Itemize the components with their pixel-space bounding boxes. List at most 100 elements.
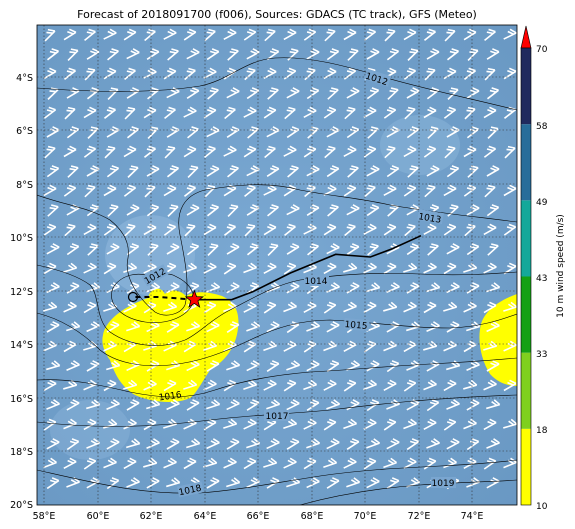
wind-barb bbox=[227, 48, 239, 61]
wind-barb bbox=[426, 165, 440, 177]
wind-barb bbox=[383, 340, 397, 352]
wind-barb bbox=[83, 106, 97, 119]
wind-barb bbox=[383, 223, 397, 236]
wind-barb bbox=[404, 106, 416, 120]
isobar-1016 bbox=[37, 357, 517, 398]
wind-barb bbox=[443, 418, 457, 431]
wind-barb bbox=[163, 28, 177, 40]
wind-barb bbox=[143, 106, 157, 119]
wind-barb bbox=[184, 223, 196, 237]
wind-barb bbox=[446, 399, 460, 410]
wind-barb bbox=[266, 477, 280, 489]
wind-barb bbox=[106, 243, 120, 255]
x-tick-label: 68°E bbox=[301, 511, 324, 522]
wind-barb bbox=[366, 438, 381, 449]
colorbar-tick-label: 33 bbox=[536, 350, 547, 360]
wind-barb bbox=[343, 184, 357, 197]
wind-barb bbox=[423, 28, 437, 41]
isobar-1018 bbox=[37, 459, 517, 494]
wind-barb bbox=[343, 28, 357, 41]
wind-barb bbox=[363, 223, 377, 235]
y-tick-label: 12°S bbox=[10, 287, 33, 298]
wind-barb bbox=[143, 301, 157, 314]
wind-barb bbox=[63, 28, 77, 41]
wind-barb bbox=[167, 48, 179, 61]
wind-barb bbox=[363, 145, 377, 158]
wind-barb bbox=[243, 301, 257, 313]
isobar-1015 bbox=[37, 312, 517, 366]
wind-barb bbox=[363, 418, 377, 430]
wind-barb bbox=[403, 28, 417, 41]
wind-barb bbox=[424, 67, 436, 81]
wind-barb bbox=[346, 282, 360, 294]
wind-barb bbox=[323, 379, 337, 391]
wind-barb bbox=[387, 87, 399, 100]
wind-barb bbox=[223, 223, 237, 236]
wind-barb bbox=[346, 126, 360, 139]
wind-barb bbox=[383, 262, 397, 275]
wind-barb bbox=[166, 438, 180, 450]
isobar-label: 1013 bbox=[418, 212, 442, 226]
wind-barb bbox=[246, 321, 261, 332]
wind-barb bbox=[103, 379, 117, 392]
wind-barb bbox=[483, 223, 497, 236]
observed-track-line bbox=[197, 234, 422, 301]
wind-barb bbox=[246, 282, 260, 295]
wind-barb bbox=[443, 106, 457, 119]
wind-barb bbox=[303, 223, 317, 235]
wind-barb bbox=[486, 87, 500, 100]
wind-barb bbox=[83, 223, 97, 236]
wind-barb bbox=[386, 438, 400, 450]
wind-barb bbox=[323, 301, 337, 314]
wind-barb bbox=[446, 126, 460, 138]
wind-barb bbox=[383, 457, 398, 469]
wind-barb bbox=[403, 418, 417, 430]
wind-barb bbox=[146, 165, 160, 177]
wind-barb bbox=[166, 282, 180, 294]
wind-barb bbox=[206, 477, 220, 489]
wind-barb bbox=[283, 145, 297, 157]
wind-barb bbox=[386, 399, 400, 410]
wind-barb bbox=[66, 360, 80, 371]
wind-barb bbox=[286, 438, 300, 450]
colorbar-tick-label: 58 bbox=[536, 122, 548, 132]
current-position-star bbox=[184, 289, 204, 308]
wind-barb bbox=[503, 28, 517, 40]
wind-barb bbox=[283, 301, 297, 313]
wind-barb bbox=[363, 379, 377, 391]
wind-barb bbox=[443, 340, 457, 352]
wind-barb bbox=[126, 321, 141, 332]
wind-barb bbox=[46, 360, 61, 371]
wind-barb bbox=[207, 87, 219, 100]
wind-barb bbox=[124, 67, 136, 81]
wind-barb bbox=[283, 457, 297, 469]
wind-barb bbox=[163, 67, 177, 80]
wind-barb bbox=[126, 243, 140, 256]
colorbar-band bbox=[521, 428, 531, 505]
wind-barb bbox=[344, 106, 356, 120]
wind-barb bbox=[443, 223, 457, 236]
x-tick-label: 70°E bbox=[354, 511, 377, 522]
wind-barb bbox=[203, 457, 218, 468]
y-tick-label: 6°S bbox=[16, 126, 33, 137]
wind-barb bbox=[386, 477, 400, 489]
wind-barb bbox=[503, 340, 517, 352]
wind-barb bbox=[303, 457, 317, 470]
wind-barb bbox=[303, 106, 317, 118]
y-axis-ticks: 4°S 6°S 8°S 10°S 12°S 14°S 16°S 18°S 20°… bbox=[10, 73, 33, 511]
wind-barb bbox=[106, 399, 120, 410]
wind-barb bbox=[206, 321, 220, 333]
wind-barb bbox=[223, 340, 237, 352]
wind-barb bbox=[186, 243, 200, 256]
wind-barb bbox=[363, 340, 377, 353]
wind-barb bbox=[144, 184, 156, 198]
wind-barb bbox=[323, 67, 337, 80]
wind-barb bbox=[486, 438, 500, 449]
wind-barb bbox=[263, 301, 277, 314]
wind-barb bbox=[164, 145, 176, 159]
wind-barb bbox=[363, 262, 377, 274]
wind-barb bbox=[403, 184, 417, 197]
wind-barb bbox=[106, 438, 120, 450]
forecast-position-marker bbox=[127, 291, 139, 303]
